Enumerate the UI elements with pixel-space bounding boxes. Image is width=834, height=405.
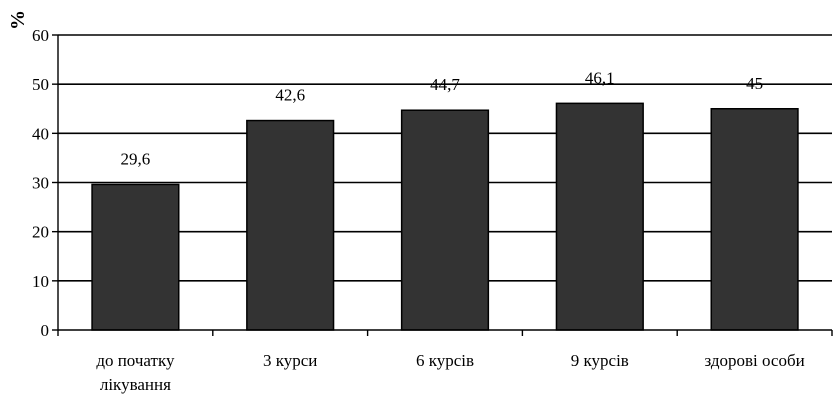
y-tick-label: 0 xyxy=(41,321,50,340)
labels: 0 10 20 30 40 50 60 29,6 до початку лікування 42,6… xyxy=(32,26,805,394)
bar xyxy=(555,102,644,331)
bar xyxy=(91,183,180,331)
bar xyxy=(710,108,799,331)
x-category-label: лікування xyxy=(100,375,171,394)
data-label: 29,6 xyxy=(121,149,151,168)
y-tick-label: 20 xyxy=(32,223,49,242)
y-tick-label: 30 xyxy=(32,174,49,193)
data-label: 45 xyxy=(746,74,763,93)
bars xyxy=(91,102,799,331)
bar xyxy=(400,109,490,331)
y-tick-label: 60 xyxy=(32,26,49,45)
x-category-label: до початку xyxy=(96,351,175,370)
axes xyxy=(52,34,833,336)
y-axis-unit-label: % xyxy=(7,10,29,30)
y-tick-label: 50 xyxy=(32,75,49,94)
data-label: 46,1 xyxy=(585,68,615,87)
x-category-label: здорові особи xyxy=(704,351,804,370)
y-tick-label: 10 xyxy=(32,272,49,291)
x-category-label: 6 курсів xyxy=(416,351,474,370)
x-category-label: 9 курсів xyxy=(571,351,629,370)
data-label: 44,7 xyxy=(430,75,460,94)
x-category-label: 3 курси xyxy=(263,351,317,370)
data-label: 42,6 xyxy=(275,86,305,105)
bar xyxy=(246,119,335,331)
y-tick-label: 40 xyxy=(32,124,49,143)
